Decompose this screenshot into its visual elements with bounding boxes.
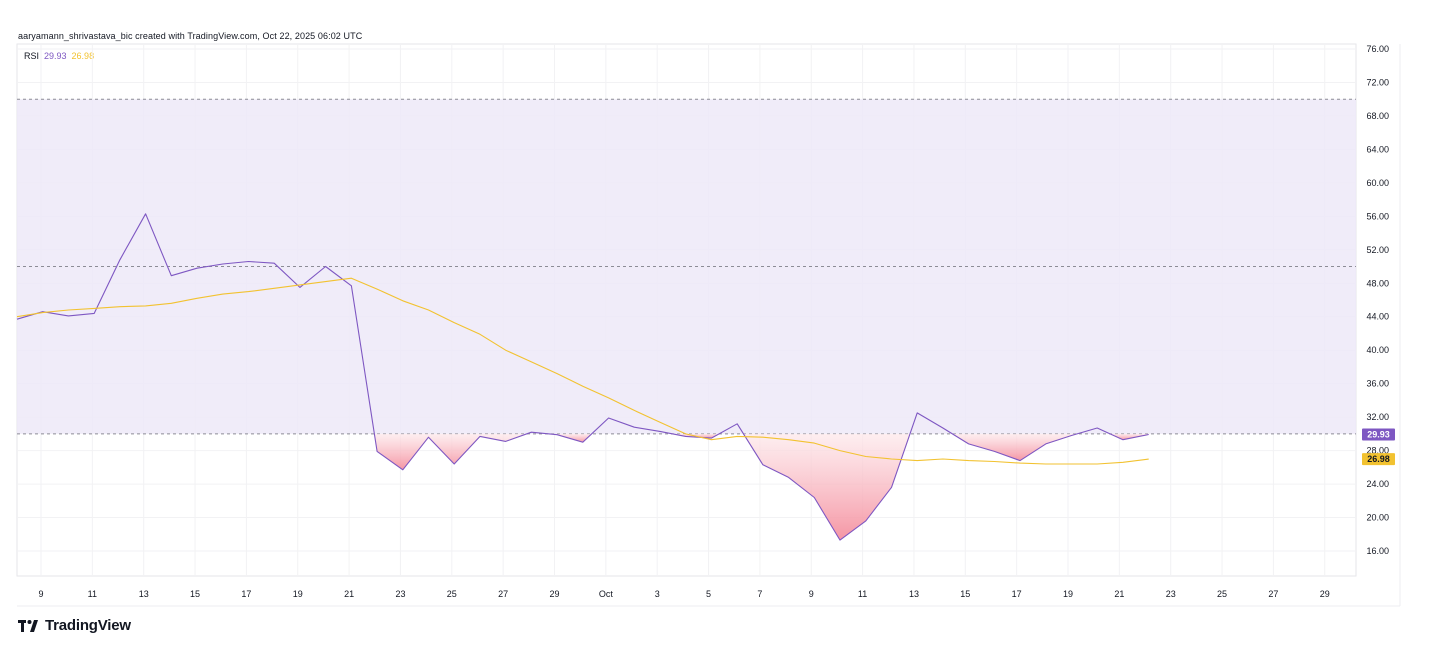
x-tick-label: 9 (38, 589, 43, 599)
legend-ma-value: 26.98 (71, 51, 95, 61)
oversold-fill (952, 433, 1078, 461)
x-tick-label: 15 (960, 589, 970, 599)
y-tick-label: 72.00 (1366, 77, 1389, 87)
x-tick-label: 23 (1166, 589, 1176, 599)
x-tick-label: 25 (1217, 589, 1227, 599)
y-tick-label: 52.00 (1366, 245, 1389, 255)
y-tick-label: 48.00 (1366, 278, 1389, 288)
last-value-tag (1362, 428, 1395, 441)
y-tick-label: 64.00 (1366, 144, 1389, 154)
y-tick-label: 60.00 (1366, 178, 1389, 188)
legend-indicator-name: RSI (24, 51, 40, 61)
x-tick-label: 9 (809, 589, 814, 599)
y-tick-label: 32.00 (1366, 412, 1389, 422)
x-tick-label: 21 (1114, 589, 1124, 599)
y-tick-label: 76.00 (1366, 44, 1389, 54)
x-tick-label: 11 (88, 589, 97, 599)
x-tick-label: Oct (599, 589, 614, 599)
brand-name: TradingView (45, 617, 131, 634)
y-tick-label: 44.00 (1366, 312, 1389, 322)
x-tick-label: 21 (344, 589, 354, 599)
last-value-label: 26.98 (1367, 454, 1390, 464)
x-tick-label: 19 (293, 589, 303, 599)
x-tick-label: 25 (447, 589, 457, 599)
y-tick-label: 36.00 (1366, 379, 1389, 389)
y-tick-label: 56.00 (1366, 211, 1389, 221)
y-tick-label: 28.00 (1366, 446, 1389, 456)
tradingview-logo[interactable]: TradingView (18, 617, 131, 634)
last-value-label: 29.93 (1367, 429, 1390, 439)
x-tick-label: 29 (549, 589, 559, 599)
x-tick-label: 23 (395, 589, 405, 599)
x-tick-label: 13 (139, 589, 149, 599)
x-tick-label: 11 (858, 589, 867, 599)
x-tick-label: 7 (757, 589, 762, 599)
y-tick-label: 40.00 (1366, 345, 1389, 355)
rsi-ma-line (16, 277, 1149, 465)
y-tick-label: 24.00 (1366, 479, 1389, 489)
x-tick-label: 5 (706, 589, 711, 599)
x-tick-label: 29 (1320, 589, 1330, 599)
x-tick-label: 3 (655, 589, 660, 599)
x-tick-label: 15 (190, 589, 200, 599)
x-tick-label: 27 (1268, 589, 1278, 599)
oversold-fill (374, 433, 527, 470)
x-tick-label: 19 (1063, 589, 1073, 599)
rsi-line (16, 213, 1149, 541)
last-value-tag (1362, 453, 1395, 466)
x-tick-label: 17 (241, 589, 251, 599)
legend-rsi-value: 29.93 (44, 51, 67, 61)
y-tick-label: 20.00 (1366, 513, 1389, 523)
x-tick-label: 17 (1012, 589, 1022, 599)
indicator-legend[interactable]: RSI 29.93 26.98 (24, 51, 94, 61)
tradingview-logo-icon (18, 619, 38, 632)
x-tick-label: 13 (909, 589, 919, 599)
x-tick-label: 27 (498, 589, 508, 599)
chart-attribution: aaryamann_shrivastava_bic created with T… (18, 31, 363, 41)
y-tick-label: 68.00 (1366, 111, 1389, 121)
y-tick-label: 16.00 (1366, 546, 1389, 556)
oversold-fill (743, 433, 910, 541)
